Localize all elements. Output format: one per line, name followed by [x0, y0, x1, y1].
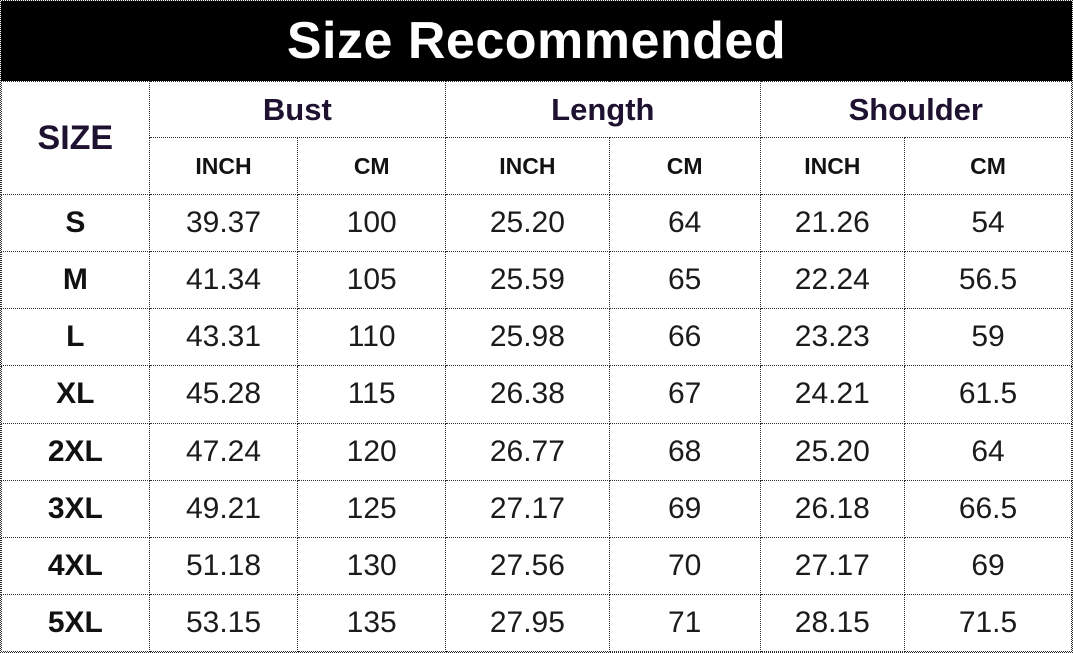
cell-bust-cm: 115: [297, 365, 447, 424]
cell-shoulder-cm: 54: [904, 193, 1072, 253]
cell-shoulder-inch: 21.26: [759, 193, 906, 253]
cell-shoulder-cm: 61.5: [904, 365, 1072, 424]
cell-bust-inch: 47.24: [148, 422, 299, 481]
cell-length-cm: 66: [608, 308, 761, 367]
cell-bust-inch: 51.18: [148, 536, 299, 595]
cell-length-inch: 26.77: [445, 422, 610, 481]
cell-bust-inch: 49.21: [148, 479, 299, 538]
table-row-l: L 43.31 110 25.98 66 23.23 59: [1, 308, 1072, 367]
cell-length-cm: 68: [608, 422, 761, 481]
cell-bust-cm: 130: [297, 536, 447, 595]
unit-header-bust-inch: INCH: [148, 137, 299, 195]
cell-length-inch: 25.59: [445, 251, 610, 310]
cell-bust-cm: 110: [297, 308, 447, 367]
table-row-5xl: 5XL 53.15 135 27.95 71 28.15 71.5: [1, 593, 1072, 652]
table-row-4xl: 4XL 51.18 130 27.56 70 27.17 69: [1, 536, 1072, 595]
size-label: L: [1, 308, 150, 367]
column-group-bust: Bust: [148, 81, 447, 138]
cell-length-cm: 64: [608, 193, 761, 253]
cell-shoulder-inch: 23.23: [759, 308, 906, 367]
cell-length-inch: 27.95: [445, 593, 610, 652]
cell-bust-cm: 105: [297, 251, 447, 310]
title-bar: Size Recommended: [1, 1, 1072, 81]
page-title: Size Recommended: [286, 12, 787, 70]
unit-header-length-inch: INCH: [445, 137, 610, 195]
cell-shoulder-cm: 64: [904, 422, 1072, 481]
cell-shoulder-inch: 24.21: [759, 365, 906, 424]
cell-bust-inch: 53.15: [148, 593, 299, 652]
cell-shoulder-inch: 22.24: [759, 251, 906, 310]
cell-shoulder-inch: 26.18: [759, 479, 906, 538]
table-row-3xl: 3XL 49.21 125 27.17 69 26.18 66.5: [1, 479, 1072, 538]
column-group-length: Length: [445, 81, 761, 138]
unit-header-shoulder-inch: INCH: [759, 137, 906, 195]
cell-length-inch: 26.38: [445, 365, 610, 424]
cell-bust-cm: 120: [297, 422, 447, 481]
table-row-xl: XL 45.28 115 26.38 67 24.21 61.5: [1, 365, 1072, 424]
unit-header-bust-cm: CM: [297, 137, 447, 195]
table-row-2xl: 2XL 47.24 120 26.77 68 25.20 64: [1, 422, 1072, 481]
cell-shoulder-inch: 28.15: [759, 593, 906, 652]
cell-bust-cm: 135: [297, 593, 447, 652]
cell-bust-cm: 125: [297, 479, 447, 538]
size-label: 3XL: [1, 479, 150, 538]
cell-length-cm: 65: [608, 251, 761, 310]
cell-length-inch: 25.98: [445, 308, 610, 367]
size-label: XL: [1, 365, 150, 424]
size-label: M: [1, 251, 150, 310]
table-row-m: M 41.34 105 25.59 65 22.24 56.5: [1, 251, 1072, 310]
cell-length-inch: 27.56: [445, 536, 610, 595]
size-label: 4XL: [1, 536, 150, 595]
unit-header-shoulder-cm: CM: [904, 137, 1072, 195]
cell-bust-cm: 100: [297, 193, 447, 253]
cell-bust-inch: 45.28: [148, 365, 299, 424]
cell-shoulder-cm: 69: [904, 536, 1072, 595]
cell-length-cm: 69: [608, 479, 761, 538]
cell-length-inch: 25.20: [445, 193, 610, 253]
cell-shoulder-cm: 59: [904, 308, 1072, 367]
size-label: 5XL: [1, 593, 150, 652]
cell-shoulder-cm: 66.5: [904, 479, 1072, 538]
column-header-size: SIZE: [1, 81, 150, 195]
table-row-s: S 39.37 100 25.20 64 21.26 54: [1, 193, 1072, 253]
cell-bust-inch: 43.31: [148, 308, 299, 367]
size-table: SIZE Bust Length Shoulder INCH CM INCH C…: [1, 81, 1072, 652]
cell-shoulder-cm: 71.5: [904, 593, 1072, 652]
group-header-row: SIZE Bust Length Shoulder: [1, 81, 1072, 195]
cell-length-inch: 27.17: [445, 479, 610, 538]
cell-shoulder-inch: 27.17: [759, 536, 906, 595]
cell-shoulder-cm: 56.5: [904, 251, 1072, 310]
column-group-shoulder: Shoulder: [759, 81, 1072, 138]
cell-length-cm: 67: [608, 365, 761, 424]
cell-bust-inch: 39.37: [148, 193, 299, 253]
cell-shoulder-inch: 25.20: [759, 422, 906, 481]
size-label: S: [1, 193, 150, 253]
cell-length-cm: 71: [608, 593, 761, 652]
unit-header-length-cm: CM: [608, 137, 761, 195]
cell-length-cm: 70: [608, 536, 761, 595]
size-label: 2XL: [1, 422, 150, 481]
cell-bust-inch: 41.34: [148, 251, 299, 310]
unit-header-row: INCH CM INCH CM INCH CM: [2, 137, 1072, 195]
